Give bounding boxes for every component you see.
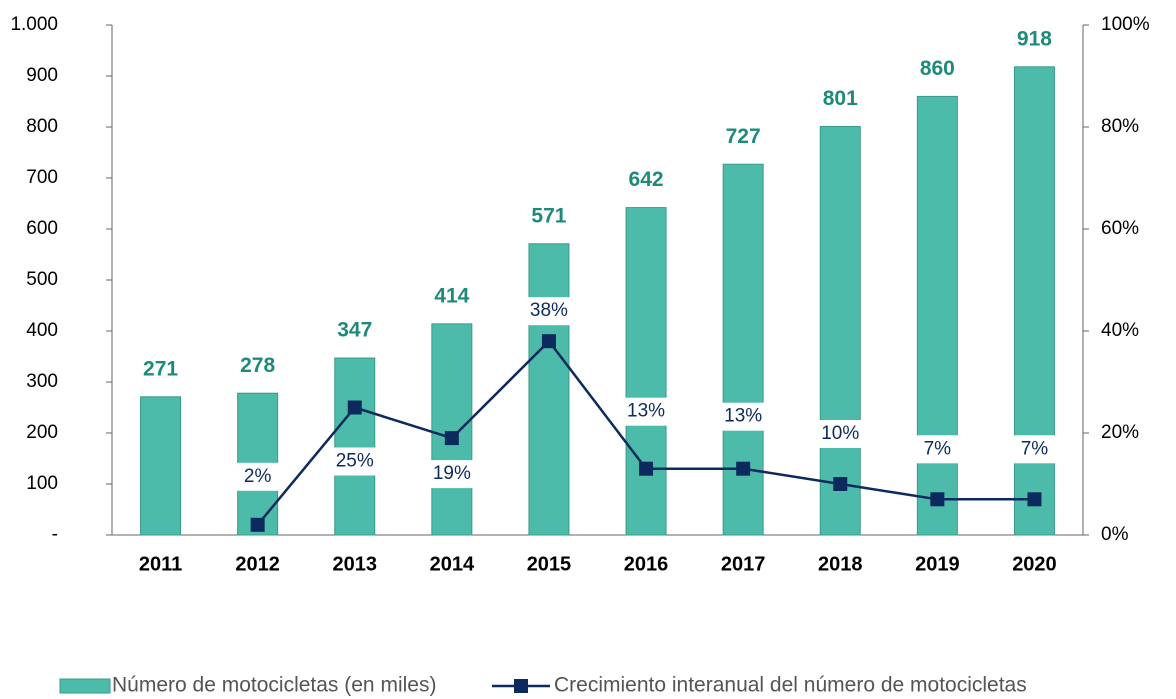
y2-tick-label: 100% — [1101, 14, 1150, 35]
bar-value-label: 278 — [240, 354, 275, 377]
marker — [444, 431, 459, 446]
x-tick-label: 2013 — [333, 553, 378, 575]
label-bg — [235, 462, 280, 491]
legend-swatch — [59, 678, 111, 694]
bar — [334, 357, 376, 536]
bar-value-label: 642 — [629, 168, 664, 191]
y-tick-label: - — [52, 524, 58, 545]
line-value-label: 13% — [627, 401, 665, 422]
y-tick-label: 200 — [26, 422, 58, 443]
label-bg — [915, 435, 960, 464]
x-tick-label: 2016 — [624, 553, 669, 575]
y-tick-label: 1.000 — [10, 14, 58, 35]
label-bg — [721, 402, 766, 431]
bar — [1013, 66, 1055, 536]
bar — [140, 396, 182, 536]
y-tick-label: 500 — [26, 269, 58, 290]
x-tick-label: 2015 — [527, 553, 572, 575]
y-tick-label: 300 — [26, 371, 58, 392]
bar-value-label: 727 — [726, 125, 761, 148]
legend-label: Número de motocicletas (en miles) — [112, 674, 436, 697]
legend-label: Crecimiento interanual del número de mot… — [554, 674, 1027, 697]
marker — [541, 334, 556, 349]
bar-value-label: 271 — [143, 357, 178, 380]
label-bg — [332, 447, 377, 476]
line-value-label: 38% — [530, 300, 568, 321]
y-tick-label: 900 — [26, 65, 58, 86]
y2-tick-label: 80% — [1101, 116, 1139, 137]
x-tick-label: 2019 — [915, 553, 960, 575]
y-tick-label: 100 — [26, 473, 58, 494]
line-value-label: 7% — [1021, 438, 1049, 459]
bar-value-label: 918 — [1017, 27, 1052, 50]
x-tick-label: 2017 — [721, 553, 766, 575]
y2-tick-label: 20% — [1101, 422, 1139, 443]
x-tick-label: 2012 — [235, 553, 280, 575]
bar-value-label: 571 — [531, 204, 566, 227]
x-tick-label: 2018 — [818, 553, 863, 575]
bar — [722, 163, 764, 536]
marker — [833, 477, 848, 491]
label-bg — [1012, 435, 1057, 464]
marker — [250, 517, 265, 532]
bar-value-label: 860 — [920, 57, 955, 80]
line-value-label: 25% — [336, 451, 374, 472]
y-tick-label: 700 — [26, 167, 58, 188]
line-value-label: 10% — [821, 423, 859, 444]
x-tick-label: 2014 — [430, 553, 475, 575]
y-tick-label: 400 — [26, 320, 58, 341]
bar — [916, 95, 958, 536]
bar-value-label: 347 — [337, 319, 372, 342]
y-tick-label: 800 — [26, 116, 58, 137]
line-value-label: 2% — [244, 466, 272, 487]
bar-value-label: 414 — [434, 284, 469, 307]
marker — [736, 461, 751, 476]
y-tick-label: 600 — [26, 218, 58, 239]
label-bg — [624, 397, 669, 426]
marker — [930, 492, 945, 507]
x-tick-label: 2020 — [1012, 553, 1057, 575]
x-tick-label: 2011 — [139, 553, 182, 575]
marker — [1027, 492, 1042, 507]
bar — [528, 243, 570, 536]
label-bg — [429, 460, 474, 489]
marker — [347, 400, 362, 415]
label-bg — [526, 297, 571, 326]
bar — [625, 207, 667, 536]
line-value-label: 13% — [724, 406, 762, 427]
bar-value-label: 801 — [823, 87, 858, 110]
label-bg — [818, 420, 863, 448]
y2-tick-label: 40% — [1101, 320, 1139, 341]
y2-tick-label: 60% — [1101, 218, 1139, 239]
line-value-label: 19% — [433, 463, 471, 484]
y2-tick-label: 0% — [1101, 524, 1129, 545]
marker — [639, 461, 654, 476]
legend-swatch — [514, 679, 528, 693]
bar — [819, 125, 861, 536]
bar — [431, 323, 473, 536]
line-value-label: 7% — [924, 438, 952, 459]
